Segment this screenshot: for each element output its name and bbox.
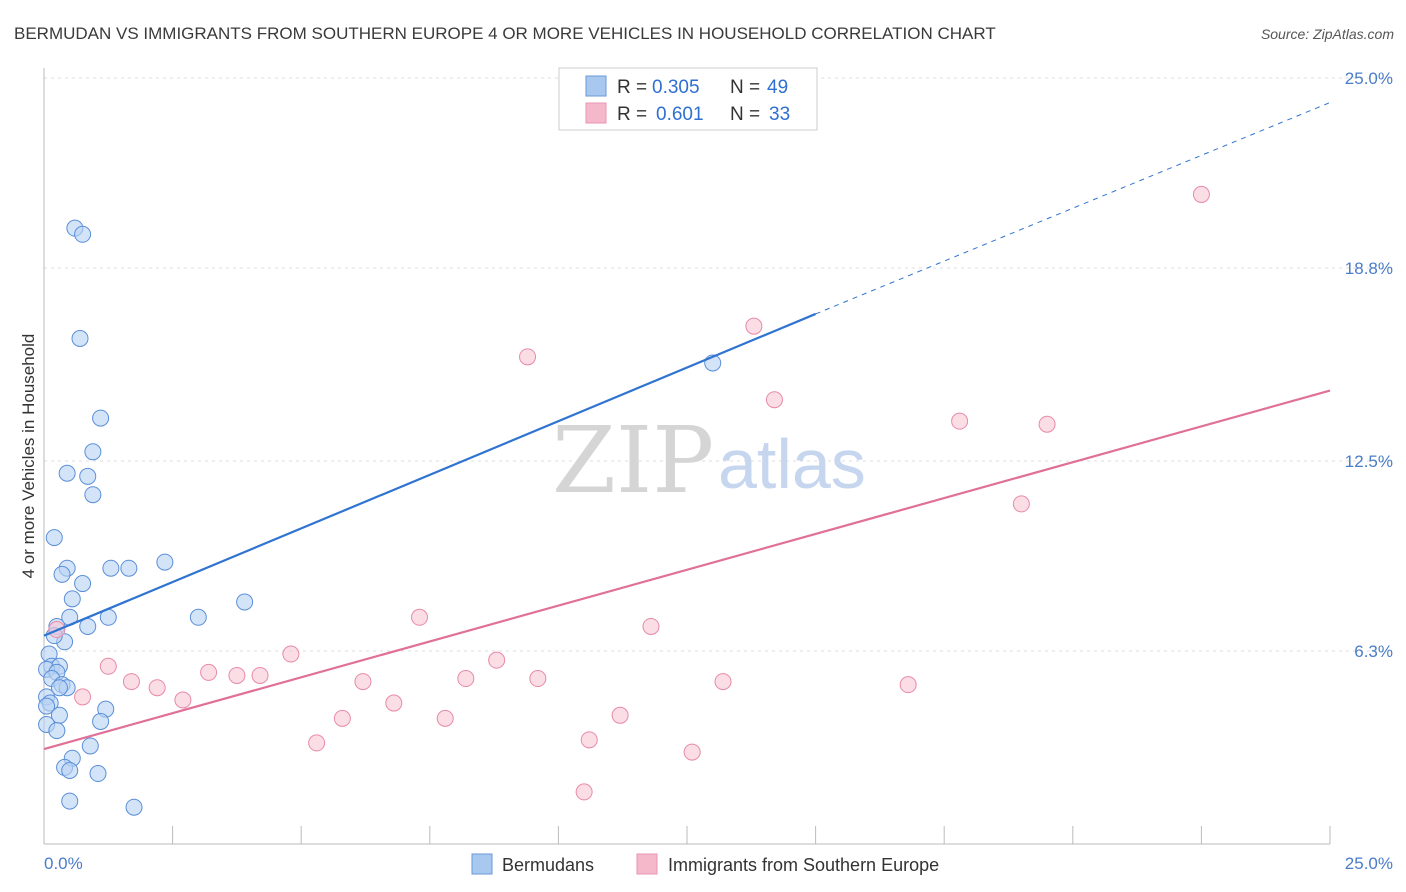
watermark: ZIP atlas — [552, 407, 866, 514]
trend-line-immigrants — [43, 389, 1331, 751]
point-immigrants-23 — [174, 691, 192, 709]
trend-line-bermudans-extension — [815, 102, 1331, 315]
point-bermudans-13 — [156, 553, 174, 571]
point-bermudans-2 — [71, 329, 89, 347]
bottom-legend-swatch-bermudans — [471, 853, 493, 875]
point-bermudans-16 — [236, 593, 254, 611]
point-immigrants-27 — [436, 709, 454, 727]
legend-r-value-bermudans: 0.305 — [652, 77, 700, 98]
point-bermudans-3 — [92, 409, 110, 427]
y-tick-label-0: 6.3% — [1354, 642, 1393, 661]
legend-swatch-immigrants — [585, 102, 607, 124]
trend-line-bermudans — [43, 312, 817, 637]
point-bermudans-19 — [189, 608, 207, 626]
chart-title: BERMUDAN VS IMMIGRANTS FROM SOUTHERN EUR… — [14, 24, 996, 43]
point-immigrants-1 — [745, 317, 763, 335]
watermark-atlas: atlas — [718, 425, 866, 503]
point-immigrants-2 — [519, 348, 537, 366]
point-immigrants-26 — [333, 709, 351, 727]
point-immigrants-29 — [308, 734, 326, 752]
legend-r-label-immigrants: R = — [617, 104, 647, 125]
legend-swatch-bermudans — [585, 75, 607, 97]
point-immigrants-25 — [385, 694, 403, 712]
point-immigrants-5 — [1038, 415, 1056, 433]
point-bermudans-39 — [48, 722, 66, 740]
bottom-legend-swatch-immigrants — [636, 853, 658, 875]
point-bermudans-31 — [50, 679, 68, 697]
bottom-legend-label-immigrants: Immigrants from Southern Europe — [668, 855, 939, 875]
point-immigrants-7 — [411, 608, 429, 626]
series-bermudans-points — [38, 219, 722, 816]
point-immigrants-14 — [251, 666, 269, 684]
point-immigrants-19 — [354, 673, 372, 691]
x-axis-ticks — [43, 826, 1331, 844]
point-immigrants-17 — [529, 670, 547, 688]
series-immigrants-points — [48, 185, 1210, 801]
point-bermudans-43 — [61, 761, 79, 779]
point-bermudans-12 — [120, 559, 138, 577]
series-legend: Bermudans Immigrants from Southern Europ… — [471, 853, 939, 875]
chart-source: Source: ZipAtlas.com — [1261, 26, 1394, 42]
point-immigrants-6 — [1012, 495, 1030, 513]
watermark-zip: ZIP — [552, 407, 714, 514]
legend-n-label-bermudans: N = — [730, 77, 760, 98]
bottom-legend-label-bermudans: Bermudans — [502, 855, 594, 875]
point-immigrants-12 — [99, 657, 117, 675]
point-immigrants-16 — [457, 670, 475, 688]
point-bermudans-46 — [125, 798, 143, 816]
point-immigrants-13 — [200, 663, 218, 681]
point-bermudans-5 — [58, 464, 76, 482]
legend-n-value-immigrants: 33 — [769, 104, 790, 125]
point-bermudans-44 — [89, 765, 107, 783]
point-immigrants-3 — [765, 391, 783, 409]
point-bermudans-1 — [74, 225, 92, 243]
point-bermudans-45 — [61, 792, 79, 810]
x-tick-label-max: 25.0% — [1345, 854, 1393, 873]
point-bermudans-34 — [38, 697, 56, 715]
point-immigrants-15 — [228, 666, 246, 684]
legend-n-value-bermudans: 49 — [767, 77, 788, 98]
legend-r-label-bermudans: R = — [617, 77, 647, 98]
y-tick-labels: 6.3% 12.5% 18.8% 25.0% — [1345, 69, 1393, 661]
stats-legend: R = 0.305 N = 49 R = 0.601 N = 33 — [558, 67, 818, 131]
x-tick-label-min: 0.0% — [44, 854, 83, 873]
point-immigrants-0 — [1192, 185, 1210, 203]
point-bermudans-37 — [92, 712, 110, 730]
y-axis-title: 4 or more Vehicles in Household — [19, 334, 38, 579]
point-bermudans-15 — [63, 590, 81, 608]
trend-lines — [43, 102, 1331, 751]
point-immigrants-11 — [488, 651, 506, 669]
point-immigrants-30 — [580, 731, 598, 749]
y-tick-label-2: 18.8% — [1345, 259, 1393, 278]
point-immigrants-28 — [611, 706, 629, 724]
point-bermudans-7 — [84, 486, 102, 504]
point-immigrants-22 — [148, 679, 166, 697]
point-bermudans-14 — [74, 575, 92, 593]
point-immigrants-18 — [122, 673, 140, 691]
point-immigrants-32 — [575, 783, 593, 801]
y-tick-label-1: 12.5% — [1345, 452, 1393, 471]
y-tick-label-3: 25.0% — [1345, 69, 1393, 88]
point-immigrants-10 — [282, 645, 300, 663]
point-immigrants-4 — [951, 412, 969, 430]
legend-n-label-immigrants: N = — [730, 104, 760, 125]
point-immigrants-31 — [683, 743, 701, 761]
point-immigrants-20 — [714, 673, 732, 691]
point-bermudans-8 — [45, 529, 63, 547]
point-bermudans-10 — [53, 565, 71, 583]
legend-r-value-immigrants: 0.601 — [656, 104, 704, 125]
point-bermudans-4 — [84, 443, 102, 461]
point-immigrants-21 — [899, 676, 917, 694]
point-bermudans-40 — [81, 737, 99, 755]
point-bermudans-11 — [102, 559, 120, 577]
point-immigrants-8 — [642, 617, 660, 635]
point-bermudans-6 — [79, 467, 97, 485]
point-immigrants-24 — [74, 688, 92, 706]
